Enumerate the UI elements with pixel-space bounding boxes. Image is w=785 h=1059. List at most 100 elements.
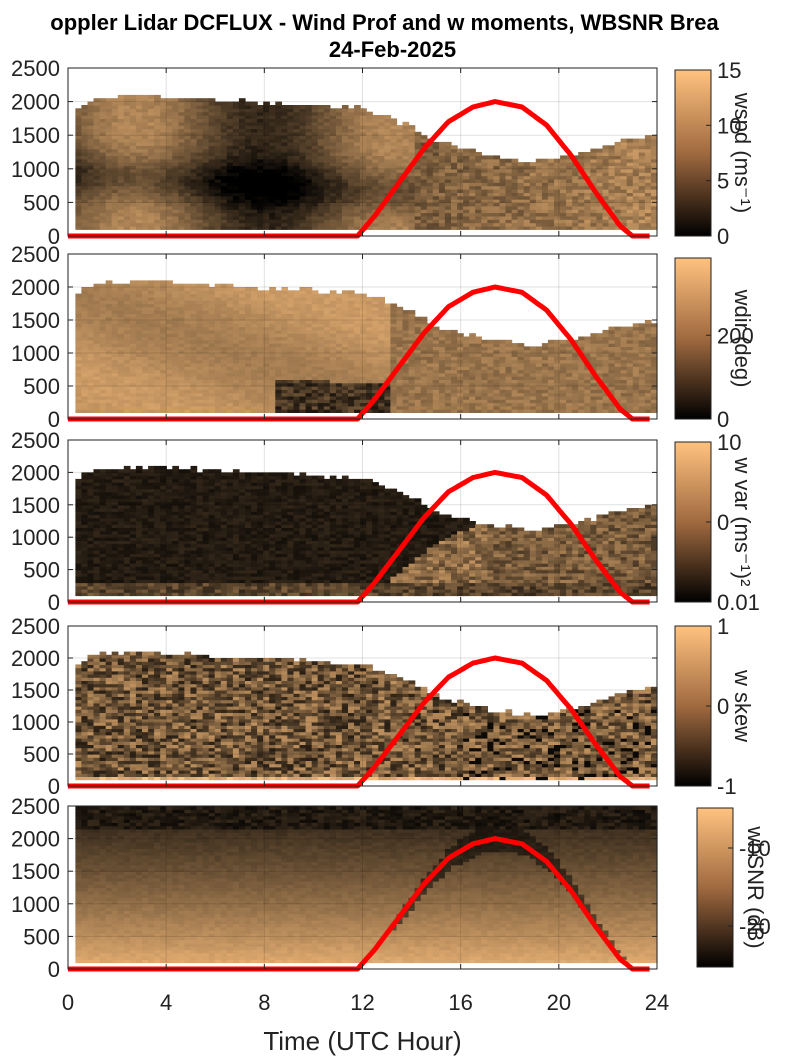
heatmap-cell — [451, 202, 458, 207]
heatmap-cell — [311, 178, 319, 183]
heatmap-cell — [317, 155, 325, 160]
heatmap-cell — [602, 162, 610, 167]
heatmap-cell — [238, 172, 246, 177]
heatmap-cell — [384, 168, 392, 173]
heatmap-cell — [117, 101, 125, 106]
heatmap-cell — [323, 141, 331, 146]
heatmap-cell — [335, 202, 343, 207]
heatmap-cell — [184, 148, 192, 153]
heatmap-cell — [105, 152, 113, 156]
heatmap-cell — [323, 131, 331, 136]
heatmap-cell — [93, 138, 101, 143]
heatmap-cell — [372, 195, 379, 200]
heatmap-cell — [323, 219, 331, 224]
heatmap-cell — [220, 212, 228, 217]
heatmap-cell — [590, 222, 598, 227]
heatmap-cell — [275, 202, 282, 207]
heatmap-cell — [93, 141, 101, 146]
heatmap-cell — [172, 202, 179, 207]
heatmap-cell — [293, 105, 301, 109]
heatmap-cell — [317, 162, 325, 167]
heatmap-cell — [293, 202, 301, 207]
heatmap-cell — [560, 172, 567, 177]
heatmap-cell — [366, 209, 373, 214]
heatmap-cell — [154, 121, 161, 126]
heatmap-cell — [426, 199, 434, 203]
heatmap-cell — [148, 182, 155, 187]
heatmap-cell — [226, 118, 234, 123]
heatmap-cell — [372, 121, 379, 126]
heatmap-cell — [178, 158, 186, 163]
heatmap-cell — [469, 202, 476, 207]
heatmap-cell — [208, 168, 216, 173]
heatmap-cell — [105, 138, 113, 143]
heatmap-cell — [81, 225, 89, 230]
heatmap-cell — [396, 125, 404, 130]
heatmap-cell — [154, 128, 161, 133]
heatmap-cell — [475, 182, 482, 187]
heatmap-cell — [341, 162, 349, 167]
heatmap-cell — [196, 162, 204, 167]
heatmap-cell — [293, 219, 301, 224]
heatmap-cell — [305, 131, 313, 136]
heatmap-cell — [414, 219, 422, 224]
heatmap-cell — [402, 178, 410, 183]
heatmap-cell — [111, 225, 119, 230]
heatmap-cell — [317, 118, 325, 123]
heatmap-cell — [608, 199, 616, 203]
heatmap-cell — [444, 141, 452, 146]
heatmap-cell — [584, 202, 591, 207]
heatmap-cell — [505, 189, 513, 193]
heatmap-cell — [226, 222, 234, 227]
heatmap-cell — [323, 182, 331, 187]
heatmap-cell — [178, 175, 186, 180]
heatmap-cell — [299, 111, 307, 116]
heatmap-cell — [444, 145, 452, 150]
heatmap-cell — [245, 115, 252, 119]
heatmap-cell — [372, 178, 379, 183]
heatmap-cell — [402, 148, 410, 153]
heatmap-cell — [196, 195, 204, 200]
heatmap-cell — [335, 199, 343, 203]
heatmap-cell — [142, 152, 149, 156]
heatmap-cell — [220, 199, 228, 203]
heatmap-cell — [335, 178, 343, 183]
heatmap-cell — [142, 215, 149, 220]
heatmap-cell — [348, 152, 355, 156]
heatmap-cell — [354, 225, 361, 230]
heatmap-cell — [202, 131, 210, 136]
heatmap-cell — [432, 199, 440, 203]
heatmap-cell — [148, 152, 155, 156]
heatmap-cell — [487, 182, 495, 187]
heatmap-cell — [287, 222, 295, 227]
heatmap-cell — [184, 131, 192, 136]
heatmap-cell — [487, 172, 495, 177]
heatmap-cell — [226, 131, 234, 136]
heatmap-cell — [251, 138, 258, 143]
heatmap-cell — [311, 219, 319, 224]
heatmap-cell — [269, 182, 276, 187]
heatmap-cell — [135, 148, 143, 153]
heatmap-cell — [275, 148, 282, 153]
heatmap-cell — [160, 125, 167, 130]
heatmap-cell — [469, 152, 476, 156]
heatmap-cell — [75, 152, 83, 156]
heatmap-cell — [329, 172, 337, 177]
heatmap-cell — [238, 192, 246, 197]
heatmap-cell — [135, 125, 143, 130]
heatmap-cell — [257, 108, 264, 113]
heatmap-cell — [251, 162, 258, 167]
heatmap-cell — [305, 155, 313, 160]
heatmap-cell — [117, 148, 125, 153]
heatmap-cell — [117, 131, 125, 136]
heatmap-cell — [184, 195, 192, 200]
heatmap-cell — [123, 212, 131, 217]
heatmap-cell — [226, 225, 234, 230]
heatmap-cell — [372, 192, 379, 197]
heatmap-cell — [142, 115, 149, 119]
heatmap-cell — [523, 162, 531, 167]
heatmap-cell — [360, 185, 367, 190]
heatmap-cell — [178, 108, 186, 113]
heatmap-cell — [511, 189, 519, 193]
heatmap-cell — [263, 111, 270, 116]
